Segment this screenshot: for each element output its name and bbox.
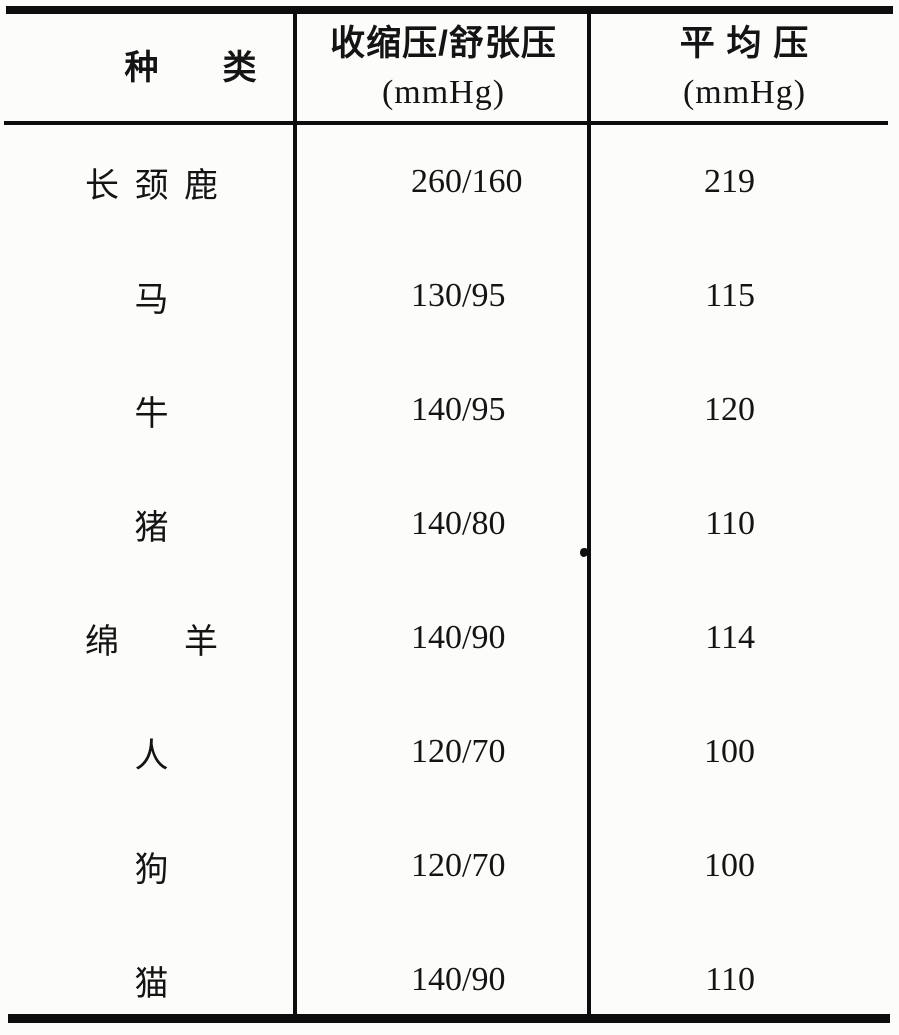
species-label: 人 [134,737,169,775]
table-row: 绵 羊 140/90 114 [0,581,899,695]
bp-cell: 120/70 [297,809,590,923]
bp-cell: 140/95 [297,353,590,467]
bp-value: 120/70 [411,733,506,770]
species-label: 猪 [134,509,169,547]
mean-cell: 114 [590,581,899,695]
bp-value: 140/95 [411,391,506,428]
table-row: 狗 120/70 100 [0,809,899,923]
mean-value: 100 [704,733,755,770]
bp-value: 130/95 [411,277,506,314]
bp-column-title: 收缩压/舒张压 [330,23,557,63]
mean-value: 110 [705,961,755,998]
bp-cell: 140/90 [297,581,590,695]
mean-cell: 110 [590,923,899,1035]
mean-value: 110 [705,505,755,542]
table-top-rule [6,6,893,14]
mean-value: 219 [704,163,755,200]
mean-value: 114 [705,619,755,656]
species-cell: 猫 [0,956,297,1005]
mean-cell: 219 [590,125,899,239]
species-cell: 人 [0,728,297,777]
mean-cell: 120 [590,353,899,467]
bp-cell: 260/160 [297,125,590,239]
table-row: 人 120/70 100 [0,695,899,809]
bp-value: 140/90 [411,619,506,656]
table-row: 牛 140/95 120 [0,353,899,467]
mean-value: 100 [704,847,755,884]
table-body: 长 颈 鹿 260/160 219 马 130/95 115 牛 140/95 … [0,125,899,1014]
species-label: 长 颈 鹿 [85,167,218,205]
species-cell: 绵 羊 [0,614,297,663]
mean-cell: 115 [590,239,899,353]
table-row: 长 颈 鹿 260/160 219 [0,125,899,239]
bp-cell: 120/70 [297,695,590,809]
column-divider-2 [587,14,591,1014]
species-cell: 马 [0,272,297,321]
bp-value: 120/70 [411,847,506,884]
species-label: 马 [134,281,169,319]
bp-value: 140/80 [411,505,506,542]
header-cell-bp: 收缩压/舒张压 (mmHg) [297,14,590,121]
table-header-row: 种 类 收缩压/舒张压 (mmHg) 平 均 压 (mmHg) [0,14,899,121]
bp-cell: 140/80 [297,467,590,581]
mean-column-unit: (mmHg) [682,73,807,111]
mean-value: 115 [705,277,755,314]
header-cell-mean: 平 均 压 (mmHg) [590,14,899,121]
mean-cell: 110 [590,467,899,581]
species-label: 牛 [134,395,169,433]
species-label: 猫 [134,965,169,1003]
species-label: 绵 羊 [85,623,218,661]
species-cell: 牛 [0,386,297,435]
table-row: 猪 140/80 110 [0,467,899,581]
table-row: 马 130/95 115 [0,239,899,353]
header-cell-species: 种 类 [0,14,297,121]
column-divider-1 [293,14,297,1014]
mean-cell: 100 [590,695,899,809]
ink-speck [580,548,588,557]
bp-column-unit: (mmHg) [381,73,506,111]
mean-column-title: 平 均 压 [679,23,810,63]
species-cell: 狗 [0,842,297,891]
mean-value: 120 [704,391,755,428]
table-row: 猫 140/90 110 [0,923,899,1035]
table-bottom-rule [8,1014,890,1023]
bp-cell: 140/90 [297,923,590,1035]
mean-cell: 100 [590,809,899,923]
bp-value: 140/90 [411,961,506,998]
bp-value: 260/160 [411,163,523,200]
species-cell: 猪 [0,500,297,549]
species-label: 狗 [134,851,169,889]
species-cell: 长 颈 鹿 [0,158,297,207]
species-column-title: 种 类 [124,48,258,87]
bp-cell: 130/95 [297,239,590,353]
header-separator-rule [4,121,888,125]
